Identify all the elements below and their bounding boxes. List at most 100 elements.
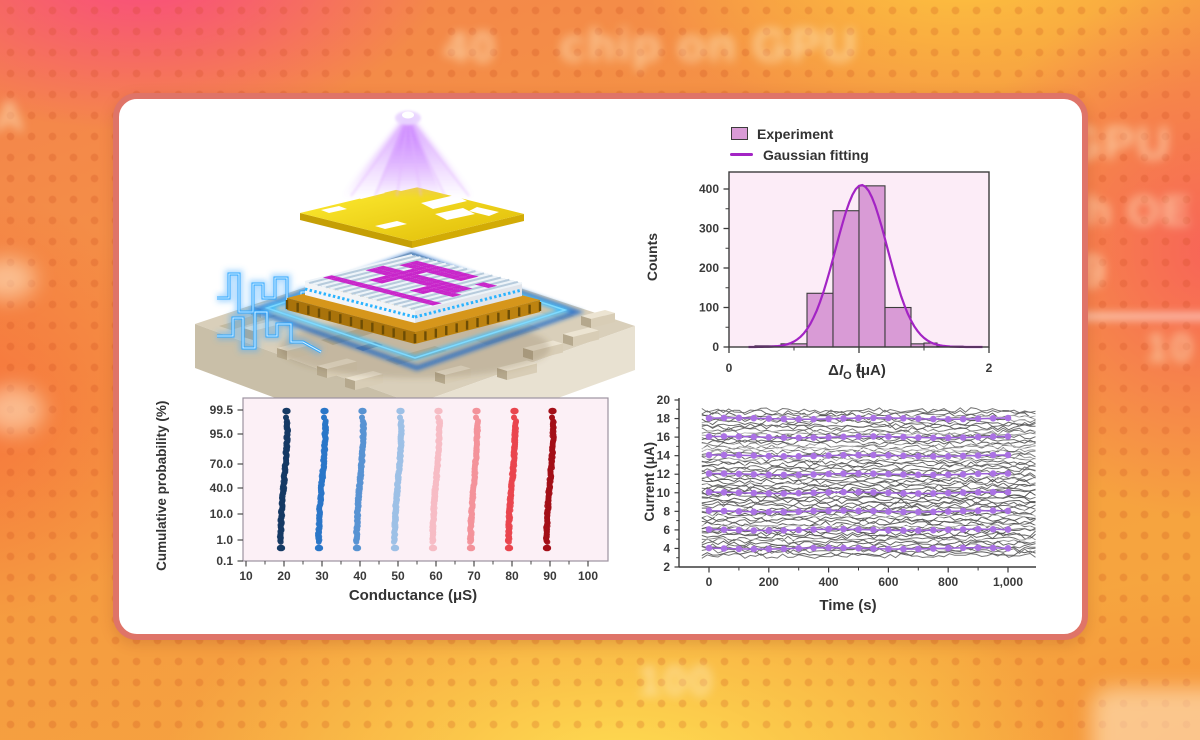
marker-dot [795, 434, 802, 442]
marker-dot [750, 433, 758, 441]
marker-dot [915, 545, 922, 553]
marker-dot [840, 507, 847, 514]
marker-dot [735, 470, 743, 478]
tick-label: 6 [663, 523, 670, 537]
marker-dot [870, 545, 877, 552]
marker-dot [1004, 433, 1012, 440]
marker-dot [750, 471, 758, 478]
marker-dot [989, 415, 997, 422]
marker-dot [915, 490, 922, 497]
marker-dot [780, 453, 788, 460]
legend-row-experiment: Experiment [731, 123, 869, 144]
marker-dot [989, 544, 997, 552]
tick-label: 30 [315, 569, 329, 583]
marker-dot [870, 470, 877, 477]
marker-dot [780, 490, 788, 497]
background-blur-panel [1092, 688, 1200, 740]
marker-dot [959, 415, 967, 423]
marker-dot [900, 433, 907, 441]
marker-dot [840, 488, 847, 496]
histogram-bar [832, 210, 860, 348]
marker-dot [944, 544, 952, 552]
marker-dot [765, 471, 773, 479]
marker-dot [989, 507, 997, 514]
marker-dot [915, 452, 922, 460]
marker-dot [959, 452, 967, 460]
experiment-swatch-icon [731, 127, 748, 140]
retention-x-axis-label: Time (s) [819, 597, 877, 614]
tick-label: 800 [938, 575, 958, 589]
tick-label: 1.0 [216, 533, 233, 547]
marker-dot [795, 471, 802, 479]
tick-label: 200 [759, 575, 779, 589]
bg-text-fragment: 40 [444, 23, 497, 72]
marker-dot [825, 489, 832, 496]
bg-text-fragment: chip on GPU [560, 19, 858, 71]
marker-dot [885, 527, 892, 534]
marker-dot [930, 434, 937, 442]
histogram-bar [884, 306, 912, 348]
marker-dot [765, 434, 773, 441]
tick-label: 400 [699, 182, 719, 196]
tick-label: 600 [878, 575, 898, 589]
marker-dot [885, 414, 892, 422]
marker-dot [870, 433, 877, 440]
marker-dot [944, 508, 952, 515]
marker-dot [855, 470, 862, 477]
marker-dot [944, 471, 952, 478]
marker-dot [974, 470, 982, 478]
marker-dot [915, 527, 922, 534]
tick-label: 18 [657, 412, 671, 426]
marker-dot [825, 434, 832, 441]
marker-dot [944, 453, 952, 460]
marker-dot [989, 488, 997, 496]
marker-dot [900, 508, 907, 516]
tick-label: 80 [505, 569, 519, 583]
marker-dot [705, 507, 713, 514]
marker-dot [825, 452, 832, 459]
marker-dot [735, 451, 743, 459]
marker-dot [735, 545, 743, 553]
marker-dot [989, 433, 997, 440]
marker-dot [855, 488, 862, 496]
marker-dot [930, 508, 937, 516]
marker-dot [855, 414, 862, 422]
marker-dot [705, 470, 713, 477]
marker-dot [974, 489, 982, 496]
marker-dot [735, 526, 743, 534]
marker-dot [720, 489, 728, 496]
marker-dot [959, 489, 967, 496]
unit-text: (μA) [851, 362, 886, 379]
marker-dot [795, 545, 802, 552]
tick-label: 40 [353, 569, 367, 583]
marker-dot [720, 414, 728, 422]
bg-text-fragment: 100 [638, 657, 715, 704]
dot-column [466, 407, 481, 552]
marker-dot [959, 471, 967, 478]
marker-dot [780, 471, 788, 479]
marker-dot [989, 470, 997, 477]
tick-label: 10 [239, 569, 253, 583]
tick-label: 70.0 [210, 457, 234, 471]
marker-dot [885, 452, 892, 459]
dot-column [390, 407, 405, 552]
marker-dot [974, 544, 982, 551]
marker-dot [855, 507, 862, 515]
figure-card: 0 1 2 0 100 200 300 400 Experiment Gaussian fit… [113, 93, 1088, 640]
tick-label: 10.0 [210, 507, 234, 521]
marker-dot [944, 489, 952, 497]
marker-dot [780, 434, 788, 441]
marker-dot [900, 471, 907, 478]
marker-dot [900, 545, 907, 553]
tick-label: 10 [657, 486, 671, 500]
marker-dot [900, 490, 907, 497]
dot-column [504, 407, 519, 552]
marker-dot [930, 415, 937, 423]
marker-dot [705, 526, 713, 533]
marker-dot [855, 526, 862, 533]
dot-column [276, 407, 291, 552]
marker-dot [930, 453, 937, 460]
marker-dot [780, 527, 788, 534]
marker-dot [705, 488, 713, 496]
